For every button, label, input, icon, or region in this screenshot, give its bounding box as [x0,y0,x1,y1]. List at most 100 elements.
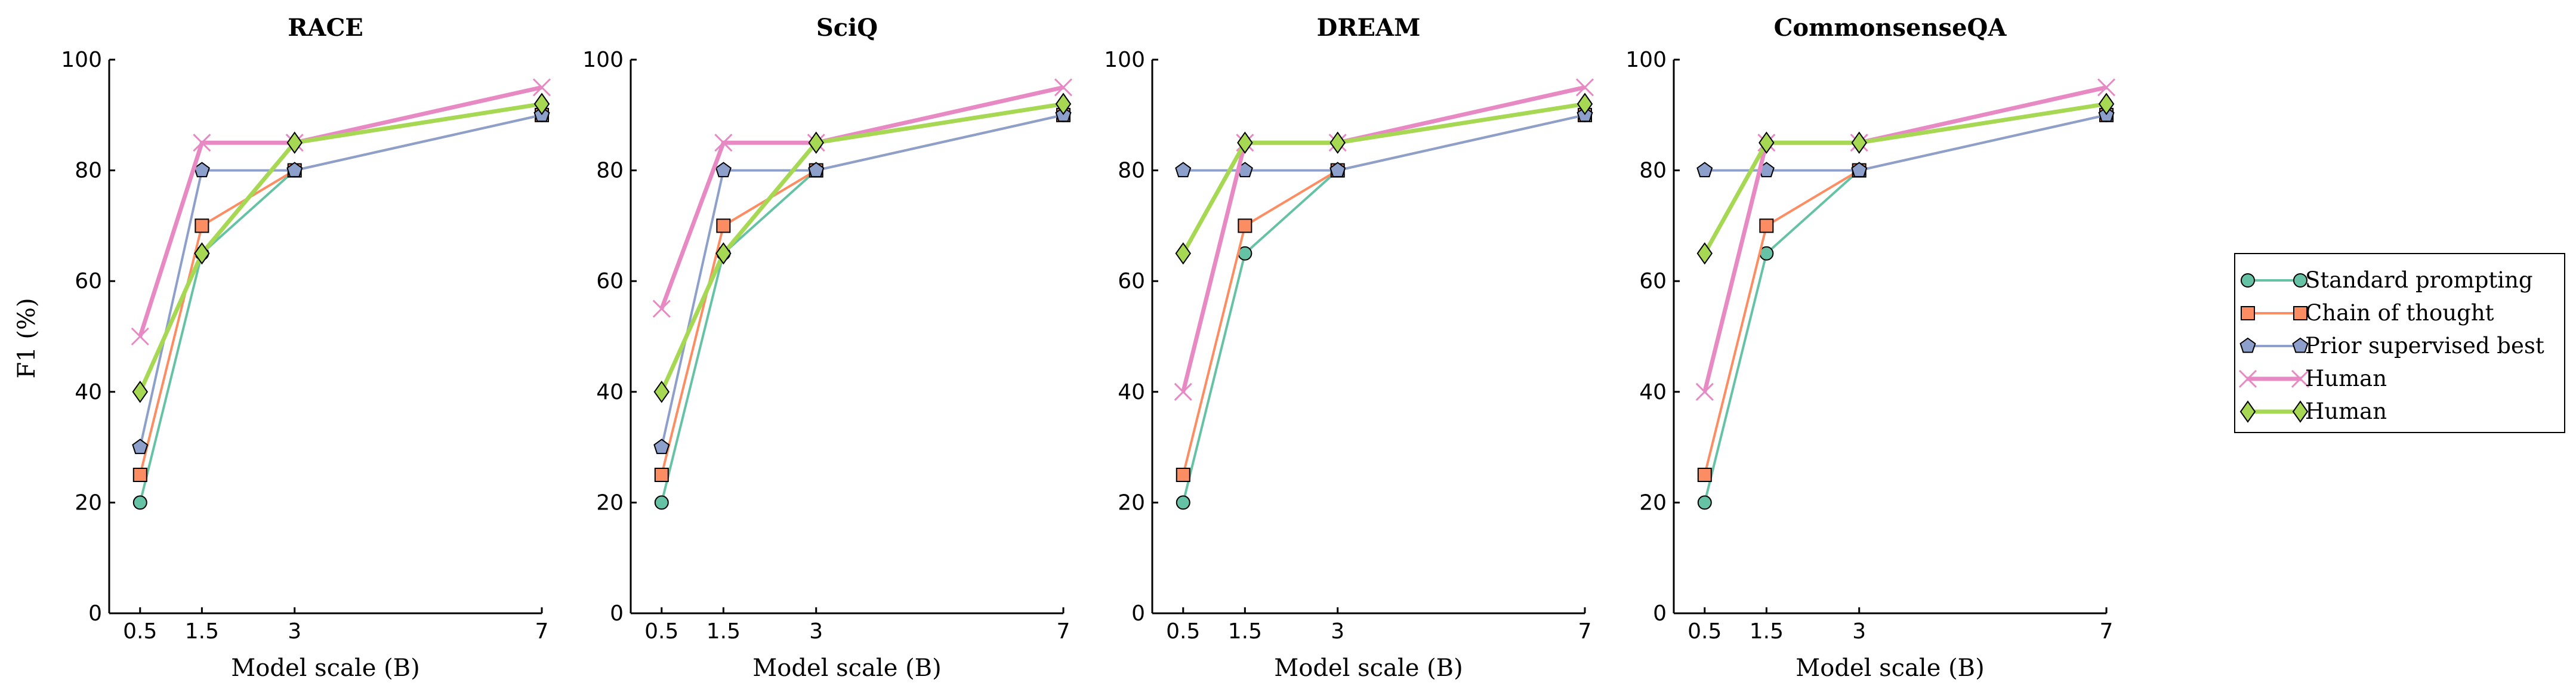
data-point [1329,162,1346,178]
x-tick-label: 3 [809,619,823,644]
legend-marker [2292,400,2309,423]
legend-marker [2241,273,2255,288]
data-point [533,92,550,115]
legend-marker [2291,369,2310,388]
data-point [653,381,670,403]
y-tick-label: 80 [75,159,102,183]
data-point [715,242,732,265]
data-point [1696,162,1713,178]
data-point [1237,131,1253,154]
data-point [532,78,551,97]
data-point [652,299,671,318]
legend-label: Human [2305,399,2387,424]
data-point [132,381,149,403]
legend-item: Human [2238,366,2387,391]
series-line [659,85,1064,310]
legend-label: Human [2305,366,2387,391]
y-axis-label: F1 (%) [13,298,41,378]
x-tick-label: 7 [1057,619,1070,644]
panel-title: DREAM [1317,14,1421,42]
legend-item: Chain of thought [2241,300,2494,326]
y-tick-label: 60 [1118,269,1145,294]
y-tick-label: 40 [1639,380,1667,404]
x-axis-label: Model scale (B) [231,654,419,682]
data-point [195,218,209,233]
legend-item: Prior supervised best [2239,333,2544,359]
data-point [1054,78,1073,97]
data-point [654,468,669,482]
series-line [1702,85,2107,393]
y-tick-label: 40 [596,380,624,404]
data-point [808,162,825,178]
data-point [808,131,824,154]
y-tick-label: 0 [88,601,102,626]
data-point [286,162,303,178]
legend-label: Prior supervised best [2305,333,2544,359]
series-4 [131,78,551,346]
legend-marker [2293,273,2307,288]
x-tick-label: 0.5 [644,619,678,644]
y-tick-label: 20 [1639,490,1667,515]
data-point [131,327,149,346]
legend-marker [2293,306,2307,320]
data-point [1851,162,1868,178]
x-tick-label: 1.5 [1750,619,1784,644]
data-point [132,438,149,455]
data-point [1697,468,1712,482]
data-point [654,495,669,510]
y-tick-label: 0 [1653,601,1667,626]
legend-marker [2241,306,2255,320]
series-3 [132,106,550,455]
panel-4: CommonsenseQA 0 20 40 60 80 100 0.5 1.5 3 7 Model s… [1625,14,2116,682]
data-point [1176,495,1190,510]
series-line [1704,113,2107,172]
y-tick-label: 80 [1639,159,1667,183]
series-line [1183,113,1585,172]
legend-item: Human [2239,399,2387,424]
legend-label: Chain of thought [2305,300,2494,326]
data-point [1175,242,1192,265]
x-tick-label: 1.5 [1228,619,1262,644]
x-axis-label: Model scale (B) [752,654,941,682]
data-point [1695,382,1714,401]
y-tick-label: 20 [75,490,102,515]
x-axis-label: Model scale (B) [1796,654,1984,682]
series-5 [132,92,550,403]
data-point [1238,218,1252,233]
data-point [714,134,733,152]
series-5 [1175,92,1593,265]
panel-3: DREAM 0 20 40 60 80 100 0.5 1.5 3 7 Model scale (B) [1104,14,1594,682]
legend-marker [2239,400,2256,423]
data-point [1176,468,1190,482]
y-tick-label: 20 [1118,490,1145,515]
x-axis-label: Model scale (B) [1274,654,1463,682]
legend-box [2234,253,2565,433]
data-point [1577,92,1593,115]
x-tick-label: 0.5 [1687,619,1722,644]
series-line [1181,101,1585,255]
y-tick-label: 80 [596,159,624,183]
data-point [194,242,210,265]
legend-marker [2238,369,2257,388]
data-point [1174,382,1192,401]
x-tick-label: 0.5 [1166,619,1200,644]
data-point [1575,78,1594,97]
series-line [138,85,542,338]
series-5 [1696,92,2115,265]
series-line [1702,101,2107,255]
series-line [660,113,1064,448]
y-tick-label: 80 [1118,159,1145,183]
panel-title: SciQ [816,14,878,42]
y-tick-label: 20 [596,490,624,515]
legend: Standard prompting Chain of thought Prior … [2234,253,2565,433]
series-4 [652,78,1073,318]
data-point [1697,495,1712,510]
legend-marker [2239,337,2256,353]
panel-1: RACE 0 20 40 60 80 100 0.5 1.5 3 7 Model scale (B) [61,14,551,682]
data-point [1175,162,1192,178]
data-point [1759,218,1774,233]
x-tick-label: 7 [1578,619,1592,644]
series-line [1181,85,1585,393]
